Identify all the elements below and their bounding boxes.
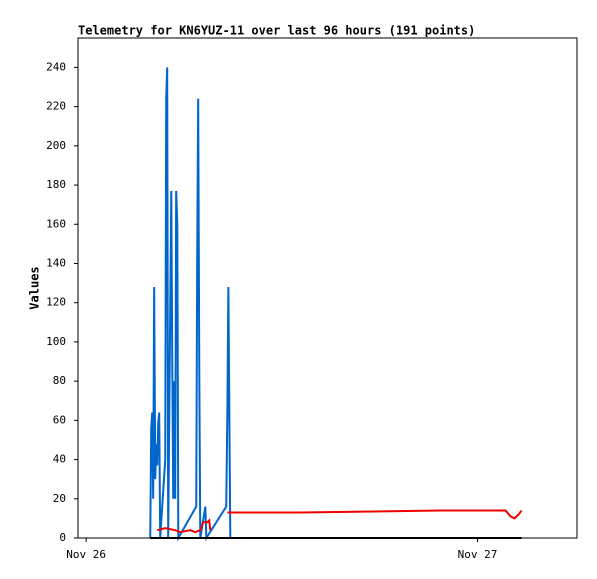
y-tick-label: 180: [46, 178, 66, 191]
y-tick-label: 160: [46, 217, 66, 230]
y-tick-label: 200: [46, 139, 66, 152]
y-tick-label: 120: [46, 296, 66, 309]
series-line: [149, 67, 232, 542]
y-tick-label: 140: [46, 256, 66, 269]
x-tick-label: Nov 26: [66, 548, 106, 561]
y-tick-label: 0: [59, 531, 66, 544]
x-tick-label: Nov 27: [458, 548, 498, 561]
y-tick-label: 40: [53, 453, 66, 466]
y-tick-label: 20: [53, 492, 66, 505]
y-axis-label: Values: [28, 266, 42, 309]
y-tick-label: 240: [46, 60, 66, 73]
y-tick-label: 80: [53, 374, 66, 387]
y-tick-label: 220: [46, 100, 66, 113]
y-tick-label: 100: [46, 335, 66, 348]
y-tick-label: 60: [53, 413, 66, 426]
series-line: [157, 509, 523, 534]
chart-title: Telemetry for KN6YUZ-11 over last 96 hou…: [78, 24, 475, 38]
